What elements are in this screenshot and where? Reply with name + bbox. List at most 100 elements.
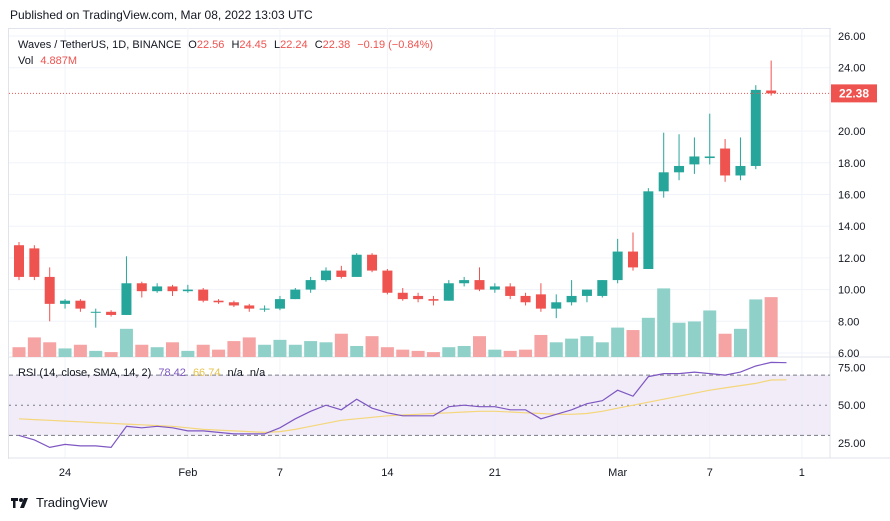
candle-body bbox=[336, 270, 347, 277]
candle-body bbox=[520, 295, 531, 303]
candle-body bbox=[182, 289, 193, 292]
candle-body bbox=[750, 89, 761, 166]
volume-bar bbox=[626, 330, 640, 357]
volume-bar bbox=[396, 349, 410, 357]
candle-body bbox=[628, 251, 638, 268]
time-tick-label: 1 bbox=[799, 467, 805, 479]
candle-body bbox=[443, 283, 454, 301]
candle-body bbox=[228, 302, 239, 306]
last-price-label: 22.38 bbox=[839, 86, 869, 100]
candle-body bbox=[121, 283, 132, 315]
price-tick-label: 20.00 bbox=[838, 126, 866, 138]
volume-bar bbox=[718, 333, 732, 357]
rsi-sma-value: 66.74 bbox=[192, 367, 221, 379]
volume-bar bbox=[657, 288, 671, 357]
volume-bar bbox=[473, 336, 486, 357]
candle-body bbox=[367, 254, 378, 271]
candle-body bbox=[90, 311, 101, 313]
volume-bar bbox=[58, 348, 72, 357]
volume-bar bbox=[565, 338, 579, 357]
volume-bar bbox=[212, 349, 226, 357]
price-tick-label: 24.00 bbox=[838, 63, 866, 75]
time-tick-label: 7 bbox=[707, 467, 713, 479]
chart-frame bbox=[8, 28, 831, 459]
time-tick-label: 24 bbox=[59, 467, 71, 479]
candle-body bbox=[704, 156, 715, 159]
rsi-pane bbox=[9, 361, 830, 449]
candle-body bbox=[321, 270, 331, 281]
time-axis: 24 Feb 7 14 21 Mar 7 1 bbox=[59, 467, 805, 479]
volume-bar bbox=[12, 347, 26, 357]
candle-body bbox=[14, 245, 24, 277]
candle-body bbox=[581, 289, 592, 296]
time-tick-label: 21 bbox=[489, 467, 501, 479]
candle-body bbox=[643, 191, 654, 269]
volume-bar bbox=[411, 350, 425, 357]
volume-bar bbox=[611, 327, 625, 357]
price-tick-label: 14.00 bbox=[838, 221, 866, 233]
candle-body bbox=[167, 286, 178, 292]
volume-bar bbox=[534, 334, 548, 357]
volume-bar bbox=[764, 297, 778, 357]
volume-bar bbox=[365, 336, 379, 357]
volume-bar bbox=[242, 337, 256, 357]
close-label: C bbox=[314, 39, 323, 51]
candle-body bbox=[658, 172, 669, 192]
candlesticks bbox=[14, 60, 777, 328]
volume-bar bbox=[687, 321, 701, 357]
candle-body bbox=[689, 156, 700, 165]
candle-body bbox=[459, 280, 470, 284]
volume-bar bbox=[749, 299, 763, 357]
symbol-title: Waves / TetherUS, 1D, BINANCE bbox=[18, 39, 182, 51]
rsi-tick-label: 75.00 bbox=[838, 363, 866, 375]
high-value: 24.45 bbox=[239, 39, 267, 51]
rsi-na-1: n/a bbox=[227, 367, 243, 379]
price-axis: 26.00 24.00 22.38 20.00 18.00 16.00 14.00 12.00… bbox=[831, 31, 877, 360]
candle-body bbox=[213, 300, 224, 303]
candle-body bbox=[612, 251, 623, 281]
rsi-axis: 75.00 50.00 25.00 bbox=[838, 363, 866, 450]
time-tick-label: 14 bbox=[381, 467, 393, 479]
volume-bar bbox=[442, 347, 456, 357]
volume-bar bbox=[733, 328, 747, 357]
time-tick-label: Mar bbox=[608, 467, 627, 479]
volume-bar bbox=[166, 342, 179, 357]
rsi-label: RSI (14, close, SMA, 14, 2) bbox=[18, 367, 152, 379]
volume-bar bbox=[380, 347, 394, 357]
footer-brand[interactable]: TradingView bbox=[10, 495, 108, 510]
price-tick-label: 18.00 bbox=[838, 158, 866, 170]
rsi-line bbox=[18, 361, 787, 449]
published-caption: Published on TradingView.com, Mar 08, 20… bbox=[10, 8, 313, 22]
volume-bar bbox=[196, 344, 210, 357]
candle-body bbox=[474, 280, 485, 290]
rsi-tick-label: 25.00 bbox=[838, 438, 866, 450]
volume-bar bbox=[104, 352, 118, 357]
low-label: L bbox=[273, 39, 281, 51]
candle-body bbox=[305, 280, 316, 290]
symbol-legend: Waves / TetherUS, 1D, BINANCE O22.56 H24… bbox=[18, 37, 433, 69]
candle-body bbox=[413, 295, 424, 300]
high-label: H bbox=[231, 39, 240, 51]
low-value: 22.24 bbox=[280, 39, 308, 51]
volume-bar bbox=[350, 345, 364, 357]
volume-bar bbox=[150, 347, 164, 357]
change-value: −0.19 (−0.84%) bbox=[357, 39, 434, 51]
volume-bar bbox=[503, 350, 517, 357]
volume-bar bbox=[641, 317, 655, 357]
time-tick-label: 7 bbox=[277, 467, 283, 479]
candle-body bbox=[535, 294, 546, 309]
volume-bar bbox=[457, 345, 471, 357]
candle-body bbox=[382, 270, 393, 293]
candle-body bbox=[60, 300, 71, 304]
open-label: O bbox=[188, 39, 197, 51]
volume-bars bbox=[12, 288, 778, 357]
price-tick-label: 26.00 bbox=[838, 31, 866, 43]
volume-bar bbox=[135, 344, 149, 357]
tradingview-logo-icon bbox=[11, 497, 28, 508]
volume-bar bbox=[181, 350, 195, 357]
volume-bar bbox=[549, 342, 563, 357]
grid bbox=[9, 28, 890, 459]
volume-bar bbox=[334, 333, 348, 357]
rsi-legend: RSI (14, close, SMA, 14, 2) 78.42 66.74 … bbox=[18, 367, 265, 379]
candle-body bbox=[505, 286, 516, 296]
